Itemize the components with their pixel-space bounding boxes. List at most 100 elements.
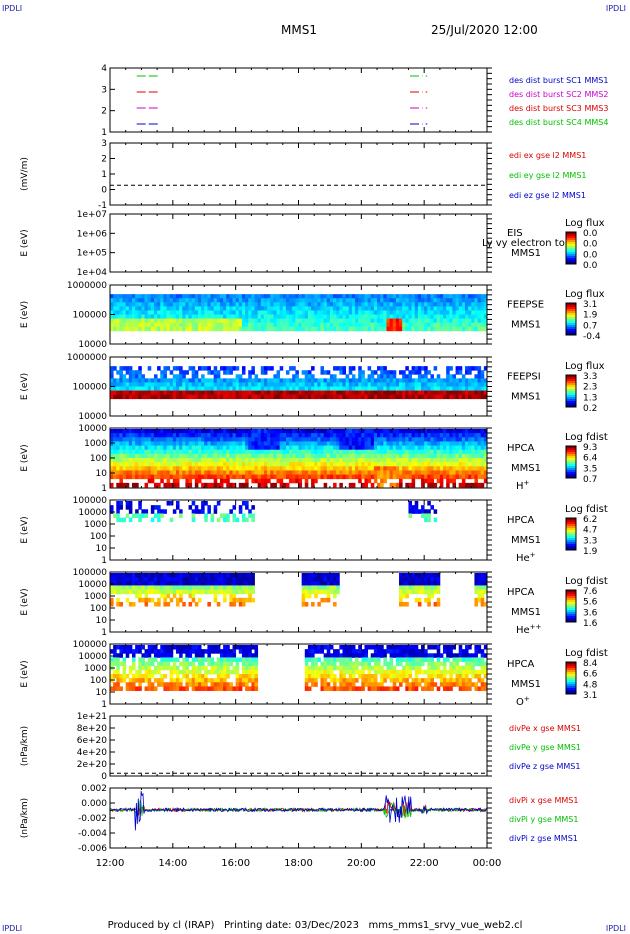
spectrogram-cell (235, 441, 240, 446)
spectrogram-cell (304, 382, 309, 387)
spectrogram-cell (355, 453, 359, 459)
spectrogram-cell (144, 433, 149, 438)
spectrogram-cell (207, 466, 211, 471)
spectrogram-cell (241, 306, 246, 311)
spectrogram-cell (191, 390, 196, 396)
spectrogram-cell (329, 441, 334, 446)
spectrogram-cell (219, 453, 224, 459)
spectrogram-cell (166, 302, 171, 307)
spectrogram-cell (339, 462, 343, 467)
spectrogram-cell (276, 306, 281, 311)
spectrogram-cell (175, 478, 180, 484)
spectrogram-cell (383, 462, 387, 467)
spectrogram-cell (245, 501, 249, 506)
spectrogram-cell (370, 441, 375, 446)
spectrogram-cell (110, 602, 114, 607)
y-tick-label: 10000 (78, 412, 107, 422)
spectrogram-cell (150, 302, 155, 307)
spectrogram-cell (443, 314, 447, 319)
spectrogram-cell (163, 453, 167, 459)
spectrogram-cell (191, 453, 196, 459)
spectrogram-cell (402, 462, 406, 467)
spectrogram-cell (367, 458, 372, 463)
spectrogram-cell (157, 310, 161, 315)
spectrogram-cell (430, 581, 434, 586)
spectrogram-cell (119, 386, 123, 391)
colorbar-swatch (566, 252, 576, 255)
spectrogram-cell (320, 429, 325, 434)
spectrogram-cell (238, 505, 243, 510)
spectrogram-cell (201, 577, 205, 582)
spectrogram-cell (383, 394, 387, 400)
spectrogram-cell (461, 453, 466, 459)
spectrogram-cell (373, 306, 378, 311)
spectrogram-cell (128, 577, 133, 582)
spectrogram-cell (351, 298, 356, 303)
spectrogram-cell (430, 386, 434, 391)
spectrogram-cell (452, 429, 456, 434)
spectrogram-cell (201, 306, 205, 311)
spectrogram-cell (399, 298, 403, 303)
spectrogram-cell (446, 302, 450, 307)
spectrogram-cell (314, 298, 318, 303)
spectrogram-cell (235, 302, 240, 307)
spectrogram-cell (411, 322, 416, 328)
spectrogram-cell (223, 326, 227, 332)
spectrogram-cell (295, 298, 299, 303)
spectrogram-cell (197, 589, 202, 595)
spectrogram-cell (339, 433, 343, 438)
spectrogram-cell (263, 306, 268, 311)
spectrogram-cell (329, 386, 334, 391)
spectrogram-cell (116, 669, 120, 675)
spectrogram-cell (207, 302, 211, 307)
spectrogram-cell (166, 661, 171, 667)
spectrogram-cell (483, 429, 488, 434)
spectrogram-cell (417, 509, 422, 514)
spectrogram-cell (421, 585, 425, 590)
spectrogram-cell (339, 294, 343, 299)
spectrogram-cell (248, 581, 252, 586)
spectrogram-cell (144, 482, 149, 488)
spectrogram-cell (449, 378, 453, 383)
spectrogram-cell (311, 433, 315, 438)
spectrogram-cell (216, 326, 221, 332)
spectrogram-cell (267, 382, 271, 387)
spectrogram-cell (245, 478, 249, 484)
spectrogram-cell (427, 581, 431, 586)
spectrogram-cell (270, 482, 274, 488)
spectrogram-cell (446, 433, 450, 438)
spectrogram-cell (399, 474, 403, 480)
spectrogram-cell (163, 458, 167, 463)
spectrogram-cell (226, 366, 230, 371)
spectrogram-cell (468, 302, 472, 307)
colorbar-swatch (566, 309, 576, 312)
spectrogram-cell (380, 437, 384, 442)
spectrogram-cell (223, 581, 227, 586)
colorbar-swatch (566, 604, 576, 607)
spectrogram-cell (461, 470, 466, 475)
spectrogram-cell (201, 437, 205, 442)
spectrogram-cell (452, 382, 456, 387)
spectrogram-cell (414, 433, 419, 438)
spectrogram-cell (110, 661, 114, 667)
colorbar-tick-label: 9.3 (583, 443, 597, 453)
spectrogram-cell (179, 441, 183, 446)
spectrogram-cell (427, 306, 431, 311)
spectrogram-cell (411, 433, 416, 438)
spectrogram-cell (311, 322, 315, 328)
spectrogram-cell (110, 585, 114, 590)
spectrogram-cell (348, 322, 353, 328)
spectrogram-cell (474, 441, 478, 446)
spectrogram-cell (439, 453, 444, 459)
spectrogram-cell (424, 294, 428, 299)
spectrogram-cell (342, 394, 347, 400)
spectrogram-cell (194, 441, 199, 446)
spectrogram-cell (465, 429, 469, 434)
spectrogram-cell (424, 310, 428, 315)
spectrogram-cell (329, 302, 334, 307)
spectrogram-cell (213, 294, 218, 299)
spectrogram-cell (125, 370, 130, 375)
spectrogram-cell (172, 645, 177, 650)
spectrogram-cell (449, 445, 453, 451)
species-label: He+ (516, 551, 536, 564)
